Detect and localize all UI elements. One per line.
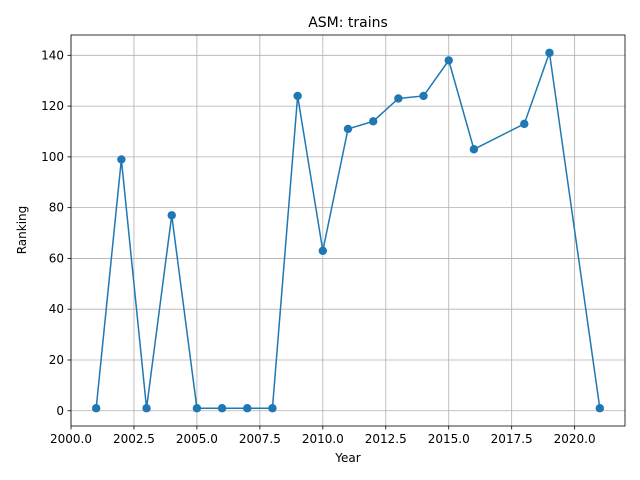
y-tick-label: 0 xyxy=(56,404,64,418)
data-point xyxy=(444,56,453,65)
data-point xyxy=(595,404,605,413)
y-tick-label: 100 xyxy=(41,150,64,164)
data-point xyxy=(192,404,202,413)
data-point xyxy=(243,404,252,413)
data-point xyxy=(142,404,151,413)
data-point xyxy=(520,119,529,129)
y-tick-label: 20 xyxy=(49,353,64,367)
x-tick-label: 2017.5 xyxy=(491,432,533,446)
grid xyxy=(70,35,625,426)
data-point xyxy=(368,117,378,126)
y-axis-label: Ranking xyxy=(15,206,29,255)
data-point xyxy=(469,145,479,154)
data-point xyxy=(419,91,428,101)
x-tick-label: 2007.5 xyxy=(239,432,281,446)
x-tick-label: 2000.0 xyxy=(50,432,92,446)
series-layer xyxy=(91,48,605,413)
y-tick-label: 80 xyxy=(49,201,64,215)
x-tick-label: 2015.0 xyxy=(428,432,470,446)
x-tick-label: 2012.5 xyxy=(365,432,407,446)
data-point xyxy=(293,91,302,101)
plot-frame xyxy=(70,34,626,427)
data-point xyxy=(545,48,554,57)
data-point xyxy=(394,94,403,103)
chart-title: ASM: trains xyxy=(308,15,388,31)
data-point xyxy=(343,124,353,134)
data-point xyxy=(91,404,101,413)
x-tick-label: 2002.5 xyxy=(113,432,155,446)
x-tick-label: 2005.0 xyxy=(176,432,218,446)
plot-background xyxy=(71,35,625,426)
data-point xyxy=(268,404,277,413)
y-tick-label: 120 xyxy=(41,99,64,113)
data-point xyxy=(318,246,328,256)
x-tick-label: 2020.0 xyxy=(554,432,596,446)
data-point xyxy=(167,211,176,220)
x-tick-label: 2010.0 xyxy=(302,432,344,446)
y-tick-label: 60 xyxy=(49,251,64,265)
y-axis: 0 20 40 60 80 100 120 140 xyxy=(41,48,71,418)
x-axis: 2000.0 2002.5 2005.0 2007.5 2010.0 2012.5 2015… xyxy=(50,426,596,446)
y-tick-label: 140 xyxy=(41,48,64,62)
data-point xyxy=(117,155,126,164)
y-tick-label: 40 xyxy=(49,302,64,316)
x-axis-label: Year xyxy=(334,451,360,465)
data-point xyxy=(217,404,227,413)
